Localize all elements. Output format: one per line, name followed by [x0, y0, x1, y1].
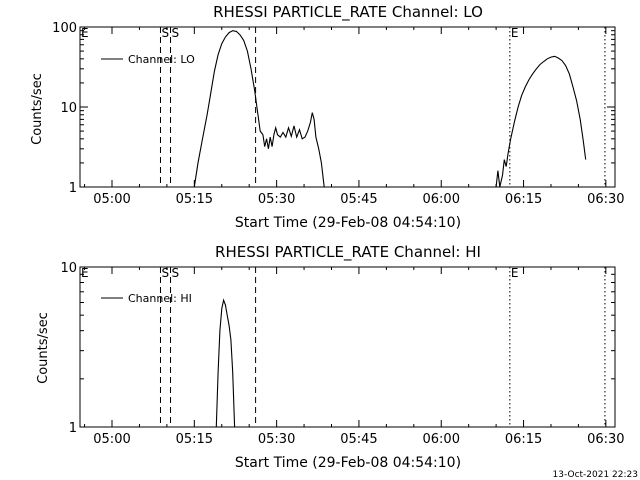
panel-hi-xtick-label: 05:30	[258, 432, 295, 447]
panel-lo-ytick-label: 1	[69, 181, 77, 196]
panel-lo-xtick-label: 06:15	[505, 192, 542, 207]
panel-lo-xtick-label: 06:00	[423, 192, 460, 207]
panel-lo-marker-label: S	[161, 26, 169, 40]
panel-hi-title: RHESSI PARTICLE_RATE Channel: HI	[215, 243, 481, 262]
panel-lo-xtick-label: 05:30	[258, 192, 295, 207]
panel-lo-marker-label: S	[172, 26, 180, 40]
panel-hi-marker-label: S	[172, 266, 180, 280]
panel-hi-series-line	[215, 298, 236, 428]
panel-hi-legend-label: Channel: HI	[128, 292, 192, 305]
panel-lo-marker-label: E	[511, 26, 519, 40]
panel-hi-xtick-label: 06:15	[505, 432, 542, 447]
panel-lo-xlabel: Start Time (29-Feb-08 04:54:10)	[235, 215, 461, 231]
panel-lo-legend-label: Channel: LO	[128, 53, 195, 66]
panel-lo-xtick-label: 05:00	[93, 192, 130, 207]
panel-hi-xtick-label: 06:30	[587, 432, 624, 447]
panel-hi-xtick-label: 06:00	[423, 432, 460, 447]
footer-timestamp: 13-Oct-2021 22:23	[553, 470, 638, 480]
panel-hi-xtick-label: 05:15	[176, 432, 213, 447]
panel-hi-ytick-label: 1	[69, 421, 77, 436]
panel-hi-xtick-label: 05:45	[340, 432, 377, 447]
panel-lo-xtick-label: 05:15	[176, 192, 213, 207]
panel-lo-ytick-label: 100	[52, 21, 77, 36]
panel-hi-xlabel: Start Time (29-Feb-08 04:54:10)	[235, 455, 461, 471]
panel-lo-xtick-label: 05:45	[340, 192, 377, 207]
panel-lo-marker-label: E	[81, 26, 89, 40]
panel-lo-xtick-label: 06:30	[587, 192, 624, 207]
panel-lo-ylabel: Counts/sec	[30, 73, 45, 145]
panel-lo-series-line	[495, 55, 587, 188]
panel-hi-frame	[79, 266, 616, 428]
panel-hi-marker-label: E	[511, 266, 519, 280]
panel-hi-xtick-label: 05:00	[93, 432, 130, 447]
panel-hi-ylabel: Counts/sec	[36, 312, 51, 384]
panel-lo-title: RHESSI PARTICLE_RATE Channel: LO	[213, 3, 483, 22]
panel-lo-series-line	[193, 30, 325, 188]
panel-hi-ytick-label: 10	[60, 261, 77, 276]
panel-lo-ytick-label: 10	[60, 101, 77, 116]
panel-hi-marker-label: E	[81, 266, 89, 280]
panel-hi-marker-label: S	[161, 266, 169, 280]
